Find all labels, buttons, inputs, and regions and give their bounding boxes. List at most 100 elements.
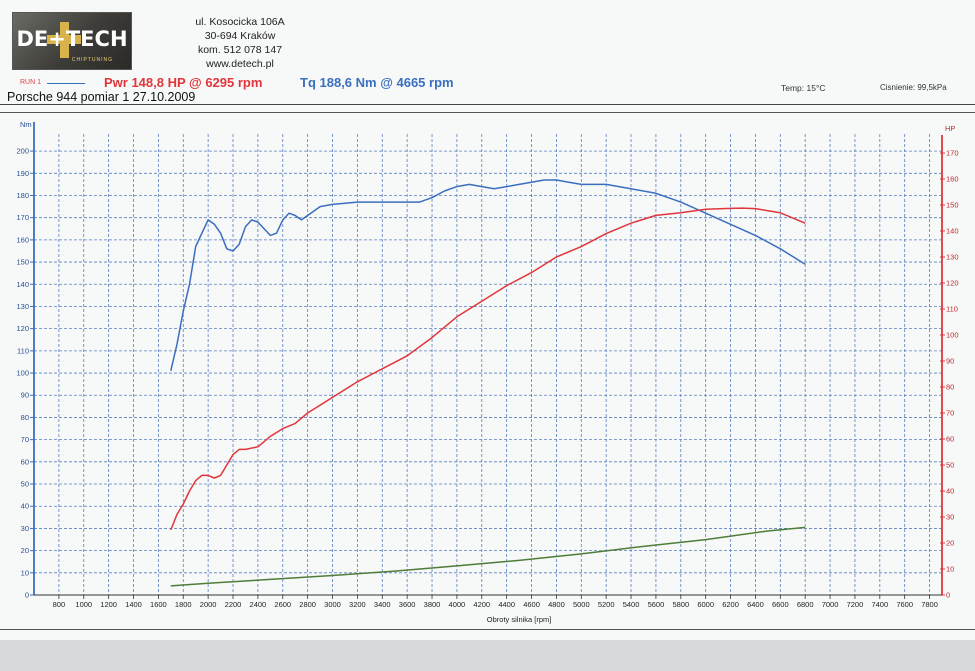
left-tick-label: 30 <box>21 524 29 533</box>
x-tick-label: 1800 <box>175 600 192 609</box>
right-tick-label: 80 <box>946 383 954 392</box>
chart-frame <box>0 112 975 630</box>
x-tick-label: 3800 <box>424 600 441 609</box>
right-tick-label: 10 <box>946 565 954 574</box>
left-tick-label: 40 <box>21 502 29 511</box>
x-axis-title: Obroty silnika [rpm] <box>487 615 552 624</box>
left-tick-label: 110 <box>17 346 29 355</box>
x-tick-label: 2600 <box>274 600 291 609</box>
left-tick-label: 10 <box>21 568 29 577</box>
x-tick-label: 5000 <box>573 600 590 609</box>
logo-subtitle: CHIPTUNING <box>71 57 113 63</box>
right-tick-label: 0 <box>946 591 950 600</box>
series-line-loss <box>170 526 806 587</box>
left-tick-label: 90 <box>21 391 29 400</box>
right-tick-label: 170 <box>946 149 959 158</box>
x-tick-label: 7800 <box>921 600 938 609</box>
x-tick-label: 1400 <box>125 600 142 609</box>
x-tick-label: 4200 <box>473 600 490 609</box>
left-tick-label: 70 <box>21 435 29 444</box>
left-tick-label: 100 <box>16 369 29 378</box>
x-tick-label: 3400 <box>374 600 391 609</box>
right-tick-label: 100 <box>946 331 959 340</box>
x-tick-label: 4400 <box>498 600 515 609</box>
right-axis-title: HP <box>945 124 955 133</box>
x-tick-label: 4000 <box>449 600 466 609</box>
right-tick-label: 110 <box>946 305 958 314</box>
right-tick-label: 40 <box>946 487 954 496</box>
left-tick-label: 140 <box>16 280 29 289</box>
x-tick-label: 7000 <box>822 600 839 609</box>
power-summary: Pwr 148,8 HP @ 6295 rpm <box>104 75 263 90</box>
x-tick-label: 3200 <box>349 600 366 609</box>
left-tick-label: 190 <box>16 169 29 178</box>
dyno-sheet <box>0 0 975 640</box>
x-tick-label: 2400 <box>250 600 267 609</box>
measurement-title: Porsche 944 pomiar 1 27.10.2009 <box>7 90 196 104</box>
right-tick-label: 60 <box>946 435 954 444</box>
right-tick-label: 70 <box>946 409 954 418</box>
left-axis-title: Nm <box>20 120 32 129</box>
x-tick-label: 6600 <box>772 600 789 609</box>
x-tick-label: 3000 <box>324 600 341 609</box>
address-website: www.detech.pl <box>206 58 274 70</box>
x-tick-label: 7400 <box>871 600 888 609</box>
x-tick-label: 4600 <box>523 600 540 609</box>
x-tick-label: 2800 <box>299 600 316 609</box>
x-tick-label: 3600 <box>399 600 416 609</box>
x-tick-label: 6400 <box>747 600 764 609</box>
right-tick-label: 120 <box>946 279 959 288</box>
left-tick-label: 20 <box>21 546 29 555</box>
series-line-pwr <box>170 207 806 531</box>
x-tick-label: 5400 <box>623 600 640 609</box>
torque-summary: Tq 188,6 Nm @ 4665 rpm <box>300 75 454 90</box>
right-tick-label: 50 <box>946 461 954 470</box>
x-tick-label: 6000 <box>697 600 714 609</box>
run-legend-swatch <box>47 83 85 84</box>
x-tick-label: 5200 <box>598 600 615 609</box>
left-tick-label: 160 <box>16 235 29 244</box>
x-tick-label: 800 <box>53 600 66 609</box>
x-tick-label: 6200 <box>722 600 739 609</box>
title-divider <box>0 104 975 105</box>
left-tick-label: 200 <box>16 147 29 156</box>
right-tick-label: 90 <box>946 357 954 366</box>
x-tick-label: 7600 <box>896 600 913 609</box>
x-tick-label: 4800 <box>548 600 565 609</box>
address-city: 30-694 Kraków <box>204 30 276 42</box>
x-tick-label: 2000 <box>200 600 217 609</box>
run-label: RUN 1 <box>20 79 42 86</box>
left-tick-label: 0 <box>25 591 29 600</box>
x-tick-label: 5800 <box>672 600 689 609</box>
left-tick-label: 60 <box>21 457 29 466</box>
x-tick-label: 1000 <box>75 600 92 609</box>
left-tick-label: 80 <box>21 413 29 422</box>
x-tick-label: 1200 <box>100 600 117 609</box>
x-tick-label: 5600 <box>648 600 665 609</box>
x-tick-label: 7200 <box>847 600 864 609</box>
company-logo: DE+TECH CHIPTUNING <box>12 12 132 70</box>
series-line-tq <box>170 179 806 371</box>
x-tick-label: 2200 <box>225 600 242 609</box>
address-phone: kom. 512 078 147 <box>197 44 283 56</box>
logo-text: DE+TECH <box>16 27 128 51</box>
logo-cross-horizontal <box>47 35 81 44</box>
address-street: ul. Kosocicka 106A <box>195 16 285 28</box>
right-tick-label: 20 <box>946 539 954 548</box>
left-tick-label: 180 <box>16 191 29 200</box>
x-tick-label: 6800 <box>797 600 814 609</box>
x-tick-label: 1600 <box>150 600 167 609</box>
right-tick-label: 130 <box>946 253 959 262</box>
right-tick-label: 150 <box>946 201 959 210</box>
right-tick-label: 140 <box>946 227 959 236</box>
temperature-readout: Temp: 15°C <box>781 83 826 93</box>
right-tick-label: 160 <box>946 175 959 184</box>
left-tick-label: 120 <box>16 324 29 333</box>
left-tick-label: 170 <box>16 213 29 222</box>
left-tick-label: 150 <box>16 258 29 267</box>
right-tick-label: 30 <box>946 513 954 522</box>
pressure-readout: Cisnienie: 99,5kPa <box>880 83 947 92</box>
company-address: ul. Kosocicka 106A 30-694 Kraków kom. 51… <box>165 15 315 71</box>
left-tick-label: 130 <box>16 302 29 311</box>
